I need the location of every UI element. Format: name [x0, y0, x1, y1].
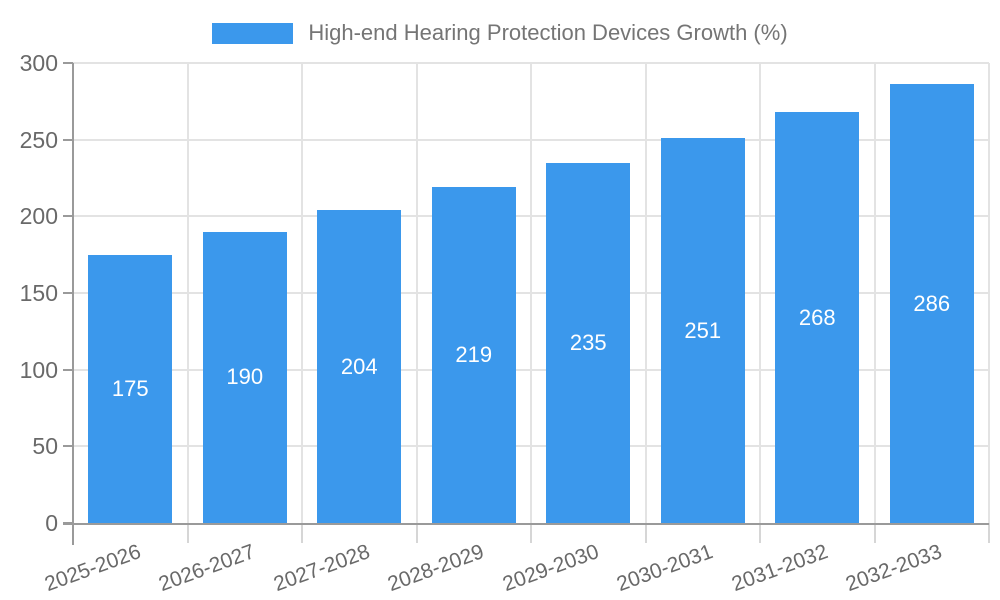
- bar[interactable]: [431, 187, 516, 523]
- bar-value-label: 268: [798, 304, 836, 330]
- x-axis-tick-label: 2027-2028: [270, 540, 373, 597]
- x-axis-tick: [988, 523, 990, 543]
- x-gridline: [988, 63, 990, 523]
- bar-value-label: 251: [684, 317, 722, 343]
- y-axis-tick-label: 200: [19, 203, 58, 230]
- y-axis-tick-label: 0: [45, 510, 58, 536]
- bar[interactable]: [546, 162, 631, 523]
- x-gridline: [644, 63, 647, 523]
- bar[interactable]: [317, 210, 402, 523]
- y-axis-tick-label: 100: [19, 356, 58, 383]
- x-axis-tick-label: 2030-2031: [614, 540, 717, 597]
- y-axis-tick: [63, 138, 73, 141]
- y-axis-tick-label: 250: [19, 126, 58, 153]
- x-axis-tick-label: 2028-2029: [385, 540, 488, 597]
- legend-swatch-icon: [212, 22, 294, 44]
- x-gridline: [530, 63, 532, 523]
- x-gridline: [301, 63, 303, 523]
- legend: High-end Hearing Protection Devices Grow…: [0, 20, 1000, 46]
- x-gridline: [186, 63, 189, 523]
- y-axis-tick-label: 50: [32, 433, 58, 460]
- legend-label: High-end Hearing Protection Devices Grow…: [308, 20, 788, 45]
- x-axis-tick-label: 2025-2026: [41, 540, 144, 597]
- bar-value-label: 219: [455, 342, 493, 368]
- x-axis-tick: [873, 523, 876, 543]
- y-axis-tick-label: 150: [19, 280, 58, 306]
- legend-item[interactable]: High-end Hearing Protection Devices Grow…: [212, 20, 788, 46]
- y-axis-tick-label: 300: [19, 50, 58, 76]
- x-axis-tick: [186, 523, 189, 543]
- bar-value-label: 175: [111, 375, 149, 401]
- y-axis-tick: [63, 62, 73, 64]
- bar[interactable]: [88, 254, 173, 523]
- x-gridline: [759, 63, 761, 523]
- x-axis-tick: [301, 523, 303, 543]
- x-axis-tick: [415, 523, 418, 543]
- bar-value-label: 204: [340, 353, 378, 379]
- bar[interactable]: [202, 231, 287, 523]
- y-axis-tick: [63, 445, 73, 448]
- x-gridline: [873, 63, 876, 523]
- bar[interactable]: [660, 138, 745, 523]
- y-axis-tick: [63, 292, 73, 294]
- y-axis-tick: [63, 368, 73, 371]
- x-axis-tick: [644, 523, 647, 543]
- x-axis-tick-label: 2029-2030: [499, 540, 602, 597]
- x-axis-tick: [759, 523, 761, 543]
- x-axis-line: [63, 523, 989, 525]
- y-axis-tick: [63, 215, 73, 218]
- x-axis-tick-label: 2032-2033: [843, 540, 946, 597]
- x-gridline: [415, 63, 418, 523]
- y-axis-line: [72, 63, 74, 545]
- bar-value-label: 190: [226, 364, 264, 390]
- bar-value-label: 286: [913, 290, 951, 316]
- bar-value-label: 235: [569, 329, 607, 355]
- x-axis-tick: [530, 523, 532, 543]
- x-axis-tick-label: 2026-2027: [156, 540, 259, 597]
- x-axis-tick-label: 2031-2032: [728, 540, 831, 597]
- bar[interactable]: [889, 84, 974, 523]
- bar[interactable]: [775, 112, 860, 523]
